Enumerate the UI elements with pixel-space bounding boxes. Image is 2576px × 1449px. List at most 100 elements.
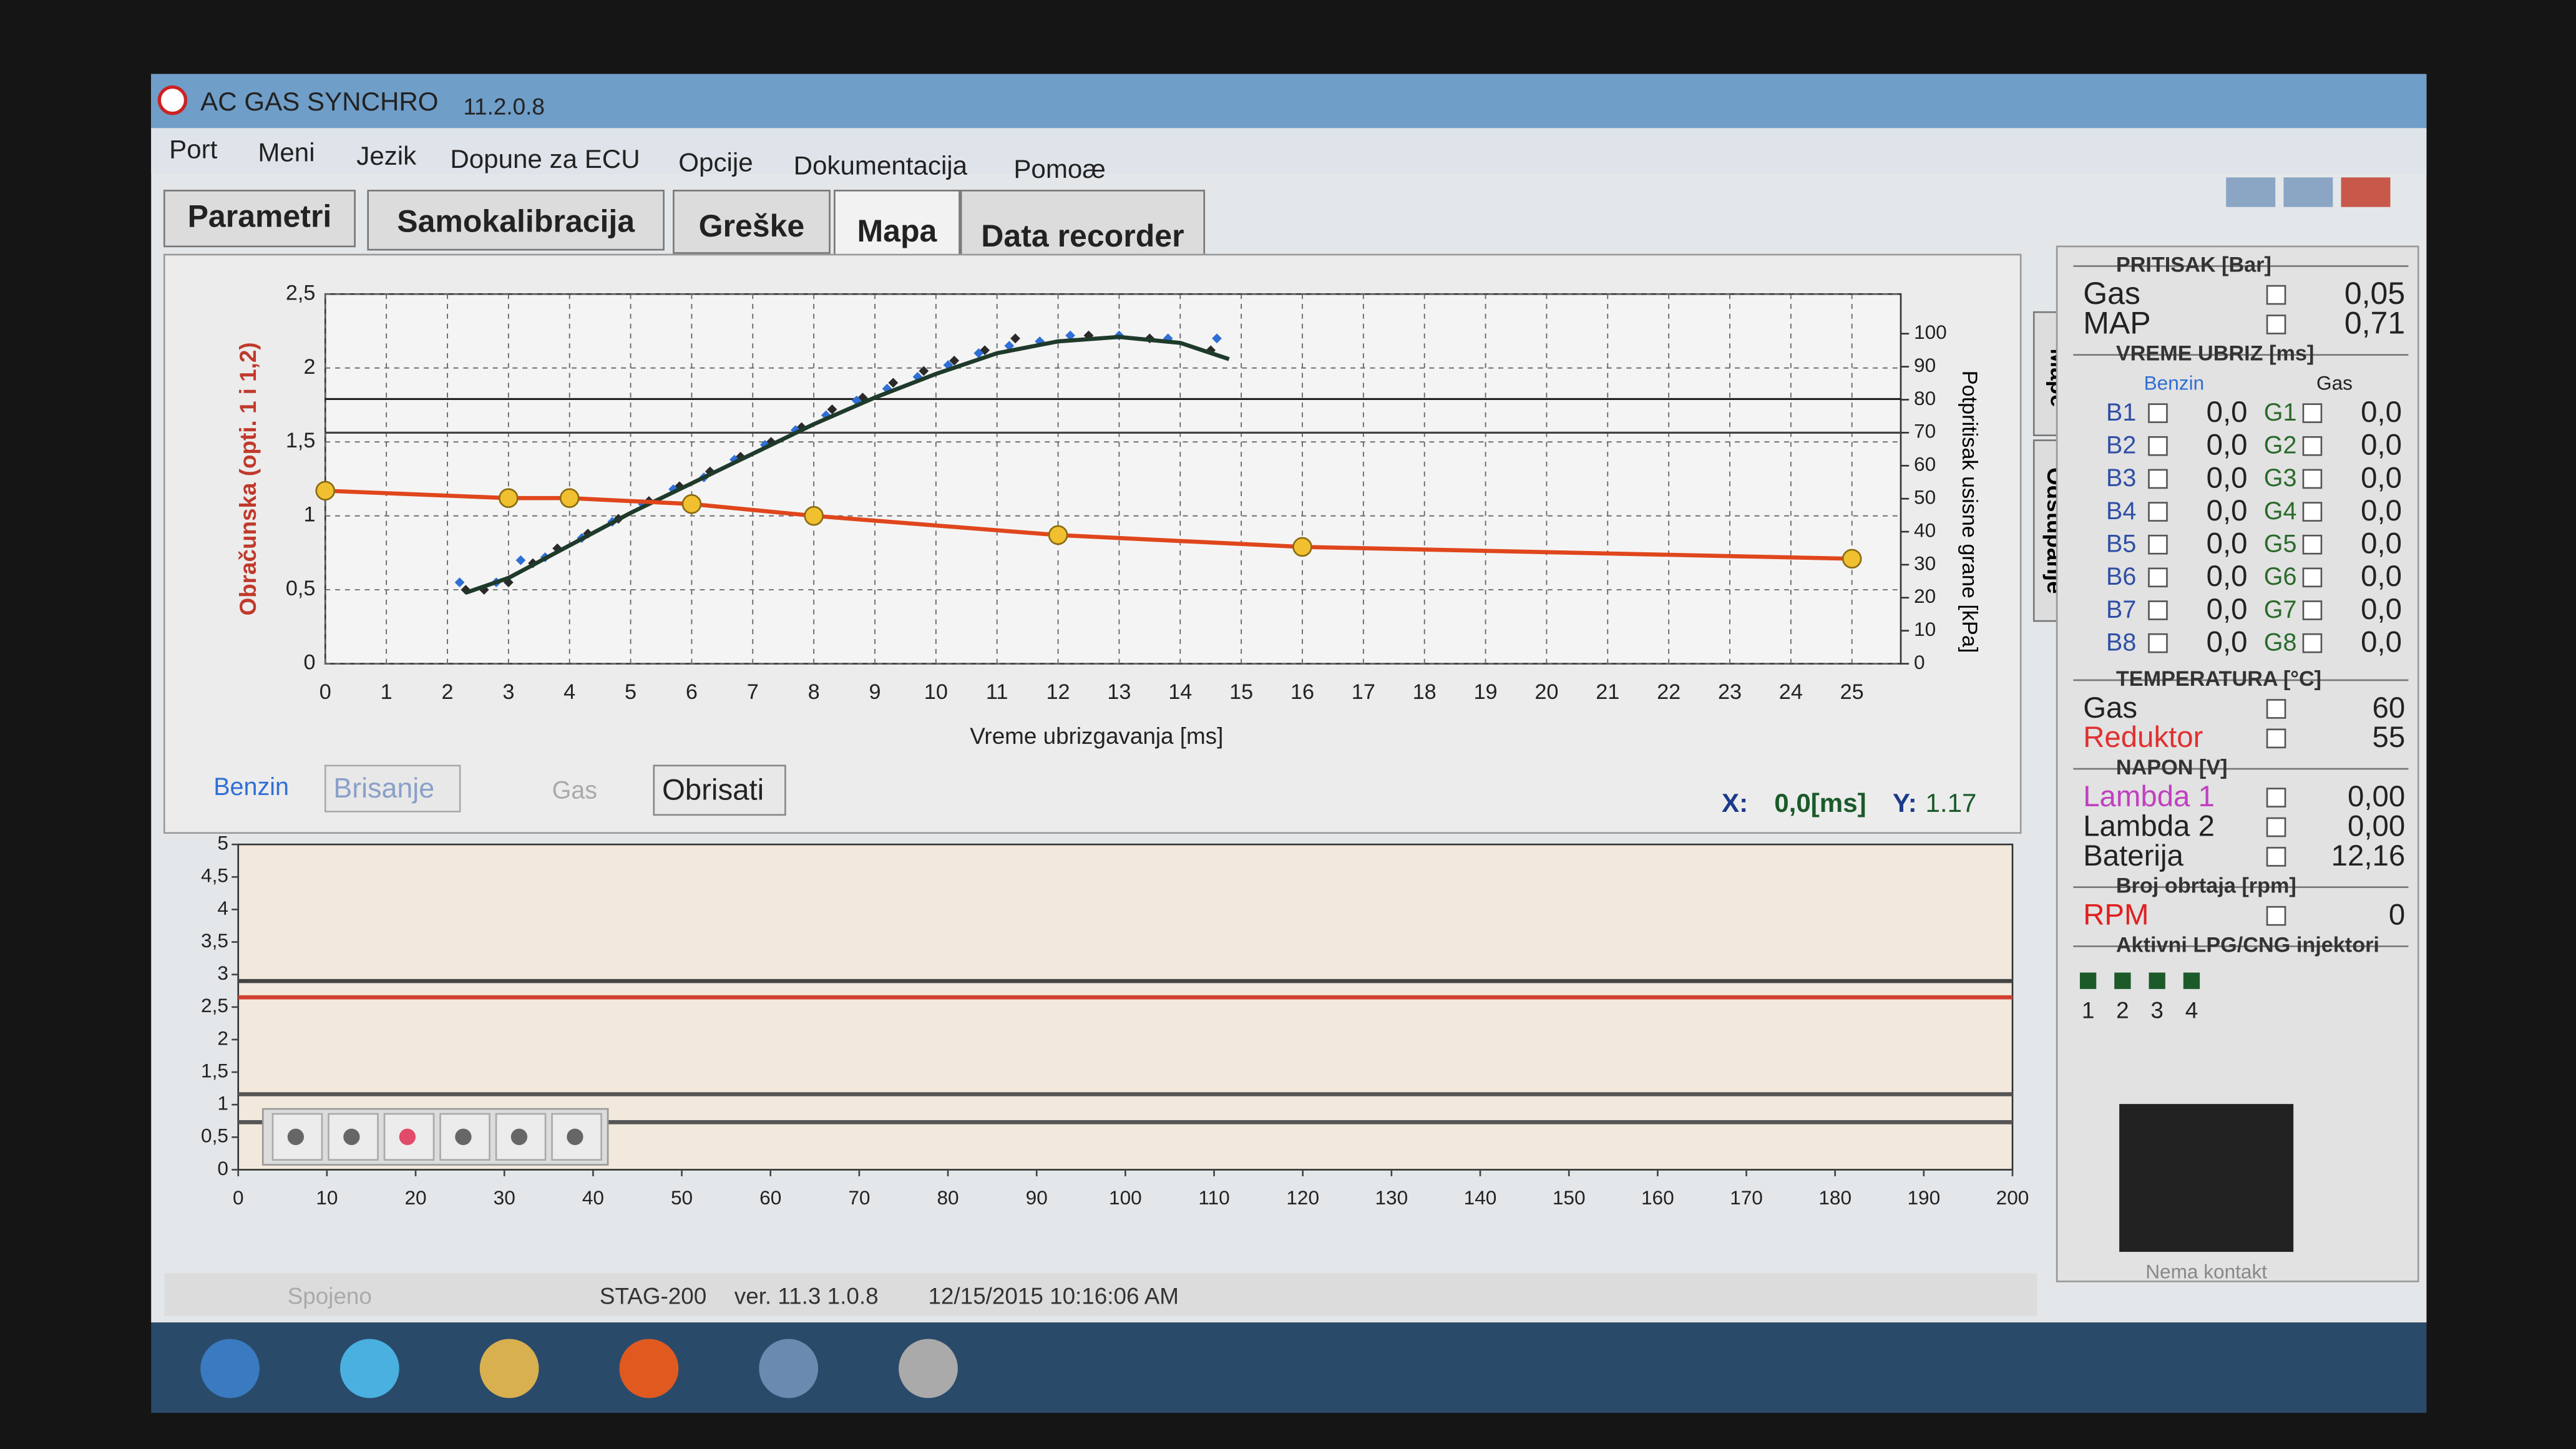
tab-label[interactable]: Greške [699,208,805,243]
y2-tick-label: 80 [1914,387,1936,409]
device-image [2119,1104,2294,1252]
bank-value: 0,0 [2361,560,2402,593]
button-label[interactable]: Obrisati [662,773,764,806]
bank-value: 0,0 [2361,527,2402,560]
app-taskbar-icon[interactable] [899,1339,958,1398]
bank-label: G6 [2264,563,2297,590]
reading-label: Lambda 2 [2083,809,2215,842]
checkbox[interactable] [2148,469,2168,489]
bank-label: B1 [2106,399,2136,426]
x-tick-label: 6 [686,680,698,704]
checkbox[interactable] [2266,847,2286,867]
explorer-taskbar-icon[interactable] [479,1339,539,1398]
injector-label: 4 [2185,997,2198,1023]
tab[interactable] [367,190,665,251]
vcds-taskbar-icon[interactable] [759,1339,819,1398]
checkbox[interactable] [2266,817,2286,837]
menu-item[interactable]: Dokumentacija [794,151,968,180]
tab[interactable] [834,190,960,258]
checkbox[interactable] [2266,699,2286,719]
bank-label: G8 [2264,628,2297,656]
status-bar [164,1273,2037,1316]
menu-item[interactable]: Dopune za ECU [450,144,640,173]
app-icon [157,85,188,115]
y-tick-label: 3,5 [201,929,228,952]
window-close-button[interactable] [2341,177,2391,207]
bank-label: G5 [2264,530,2297,557]
y2-tick-label: 20 [1914,585,1936,607]
checkbox[interactable] [2148,567,2168,588]
injector-label: 3 [2150,997,2164,1023]
menu-item[interactable]: Jezik [356,141,417,170]
checkbox[interactable] [2302,600,2323,620]
injector-icon [2183,972,2200,989]
x-tick-label: 130 [1375,1186,1408,1209]
tab-label[interactable]: Mapa [857,213,937,248]
x-tick-label: 19 [1474,680,1498,704]
checkbox[interactable] [2302,436,2323,456]
tab-label[interactable]: Parametri [188,198,332,233]
media-taskbar-icon[interactable] [619,1339,679,1398]
y-tick-label: 0,5 [286,577,316,600]
map-point [1048,525,1068,545]
tab-label[interactable]: Samokalibracija [397,203,635,238]
menu-item[interactable]: Opcije [678,147,753,177]
checkbox[interactable] [2148,403,2168,423]
bank-value: 0,0 [2207,461,2248,494]
window-max-button[interactable] [2283,177,2333,207]
button-label[interactable]: Brisanje [333,773,434,804]
checkbox[interactable] [2302,567,2323,588]
x-tick-label: 0 [233,1186,244,1209]
menu-item[interactable]: Pomoæ [1013,154,1105,183]
checkbox[interactable] [2266,788,2286,807]
bank-label: G7 [2264,596,2297,623]
checkbox[interactable] [2302,633,2323,653]
injector-icon [2079,972,2097,989]
checkbox[interactable] [2148,502,2168,522]
tab[interactable] [673,190,831,254]
checkbox[interactable] [2148,534,2168,555]
x-tick-label: 12 [1046,680,1070,704]
cursor-value: 0,0[ms] [1774,788,1866,817]
checkbox[interactable] [2148,600,2168,620]
window-version: 11.2.0.8 [463,94,544,119]
tab-label[interactable]: Data recorder [981,218,1184,253]
y2-tick-label: 60 [1914,453,1936,476]
x-tick-label: 5 [625,680,637,704]
menu-item[interactable]: Port [169,134,218,163]
section-title: Broj obrtaja [rpm] [2116,874,2296,898]
bank-label: B2 [2106,432,2136,459]
checkbox[interactable] [2302,502,2323,522]
bank-label: G4 [2264,497,2297,525]
section-title: PRITISAK [Bar] [2116,253,2271,277]
button[interactable] [324,764,461,812]
contact-status: Nema kontakt [2145,1261,2267,1283]
checkbox[interactable] [2266,728,2286,749]
x-tick-label: 60 [759,1186,781,1209]
x-tick-label: 25 [1840,680,1864,704]
x-tick-label: 100 [1109,1186,1142,1209]
tab[interactable] [163,190,356,248]
x-tick-label: 10 [316,1186,338,1209]
button[interactable] [653,764,786,816]
checkbox[interactable] [2266,905,2286,926]
data-line [465,334,1230,595]
menu-item[interactable]: Meni [258,138,315,167]
fuel-label: Benzin [213,773,289,801]
bank-label: B8 [2106,628,2136,656]
section-title: Aktivni LPG/CNG injektori [2116,933,2379,957]
checkbox[interactable] [2302,534,2323,555]
start-taskbar-icon[interactable] [200,1339,260,1398]
bank-value: 0,0 [2207,527,2248,560]
checkbox[interactable] [2266,315,2286,334]
checkbox[interactable] [2148,436,2168,456]
ie-taskbar-icon[interactable] [339,1339,399,1398]
map-point [315,481,336,501]
checkbox[interactable] [2266,285,2286,305]
x-tick-label: 40 [582,1186,604,1209]
checkbox[interactable] [2302,469,2323,489]
checkbox[interactable] [2148,633,2168,653]
window-min-button[interactable] [2226,177,2276,207]
x-tick-label: 1 [381,680,393,704]
checkbox[interactable] [2302,403,2323,423]
